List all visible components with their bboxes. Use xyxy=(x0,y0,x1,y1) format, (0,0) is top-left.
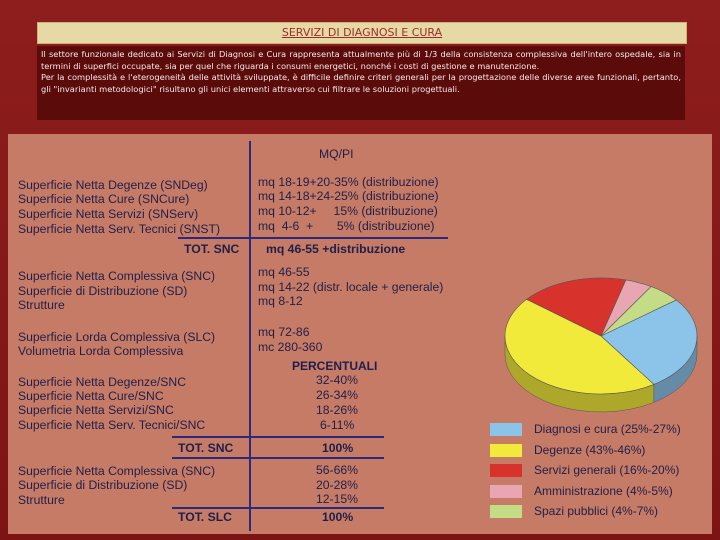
intro-paragraph-2: Per la complessità e l'eterogeneità dell… xyxy=(41,72,681,94)
legend-label-degenze: Degenze (43%-46%) xyxy=(534,443,646,457)
block2-label-2: Superficie di Distribuzione (SD) xyxy=(18,284,188,298)
pie-slice-diagnosi-e-cura xyxy=(600,299,698,385)
block5-total-value: 100% xyxy=(322,510,354,524)
block1-label-2: Superficie Netta Cure (SNCure) xyxy=(18,192,190,206)
total-rule-2 xyxy=(172,436,384,438)
total-rule-4 xyxy=(172,507,384,509)
slide-title: SERVIZI DI DIAGNOSI E CURA xyxy=(37,22,687,44)
block1-value-4: mq 4-6 + 5% (distribuzione) xyxy=(258,219,435,233)
legend-swatch-diagnosi xyxy=(490,423,522,436)
block1-total-value: mq 46-55 +distribuzione xyxy=(266,242,406,256)
legend-swatch-amministrazione xyxy=(490,485,522,498)
percentages-header: PERCENTUALI xyxy=(292,359,378,373)
block1-value-1: mq 18-19+20-35% (distribuzione) xyxy=(258,175,439,189)
legend-label-spazi: Spazi pubblici (4%-7%) xyxy=(534,504,659,518)
intro-paragraph-1: Il settore funzionale dedicato ai Serviz… xyxy=(41,49,681,71)
pie-tops xyxy=(504,277,698,395)
block4-label-4: Superficie Netta Serv. Tecnici/SNC xyxy=(18,418,206,432)
block4-label-3: Superficie Netta Servizi/SNC xyxy=(18,403,174,417)
block5-label-3: Strutture xyxy=(18,493,65,507)
total-rule-1 xyxy=(178,237,448,239)
block3-value-1: mq 72-86 xyxy=(258,325,310,339)
block4-value-3: 18-26% xyxy=(316,403,359,417)
legend-label-amministrazione: Amministrazione (4%-5%) xyxy=(534,484,673,498)
block3-value-2: mc 280-360 xyxy=(258,340,323,354)
block2-label-1: Superficie Netta Complessiva (SNC) xyxy=(18,269,216,283)
block4-value-4: 6-11% xyxy=(320,418,355,432)
legend-swatch-servizi xyxy=(490,464,522,477)
block1-label-4: Superficie Netta Serv. Tecnici (SNST) xyxy=(18,222,221,236)
block1-value-2: mq 14-18+24-25% (distribuzione) xyxy=(258,189,439,203)
block1-label-1: Superficie Netta Degenze (SNDeg) xyxy=(18,178,208,192)
block4-total-value: 100% xyxy=(322,441,354,455)
block4-value-1: 32-40% xyxy=(316,373,359,387)
block4-total-label: TOT. SNC xyxy=(178,441,234,455)
block1-total-label: TOT. SNC xyxy=(184,242,240,256)
intro-box: Il settore funzionale dedicato ai Serviz… xyxy=(37,46,685,120)
pie-slice-spazi-pubblici xyxy=(600,286,677,337)
total-rule-3 xyxy=(172,457,384,459)
block5-label-2: Superficie di Distribuzione (SD) xyxy=(18,478,188,492)
block5-value-3: 12-15% xyxy=(316,492,359,506)
block2-value-2: mq 14-22 (distr. locale + generale) xyxy=(258,280,444,294)
legend-label-diagnosi: Diagnosi e cura (25%-27%) xyxy=(534,422,681,436)
block5-label-1: Superficie Netta Complessiva (SNC) xyxy=(18,464,216,478)
legend-label-servizi: Servizi generali (16%-20%) xyxy=(534,463,680,477)
block5-value-2: 20-28% xyxy=(316,478,359,492)
block5-value-1: 56-66% xyxy=(316,463,359,477)
block4-label-2: Superficie Netta Cure/SNC xyxy=(18,389,164,403)
pie-chart xyxy=(504,277,698,413)
mq-header: MQ/PI xyxy=(319,147,354,161)
block3-label-1: Superficie Lorda Complessiva (SLC) xyxy=(18,330,216,344)
block5-total-label: TOT. SLC xyxy=(178,510,232,524)
legend-swatch-spazi xyxy=(490,505,522,518)
block2-value-1: mq 46-55 xyxy=(258,265,310,279)
block1-label-3: Superficie Netta Servizi (SNServ) xyxy=(18,207,199,221)
block3-label-2: Volumetria Lorda Complessiva xyxy=(18,344,184,358)
block2-value-3: mq 8-12 xyxy=(258,294,303,308)
pie-slice-servizi-generali xyxy=(526,277,627,337)
block1-value-3: mq 10-12+ 15% (distribuzione) xyxy=(258,204,438,218)
block4-value-2: 26-34% xyxy=(316,388,359,402)
block4-label-1: Superficie Netta Degenze/SNC xyxy=(18,375,187,389)
column-divider xyxy=(249,141,251,531)
block2-label-3: Strutture xyxy=(18,298,65,312)
pie-slice-degenze xyxy=(504,298,655,395)
legend-swatch-degenze xyxy=(490,444,522,457)
